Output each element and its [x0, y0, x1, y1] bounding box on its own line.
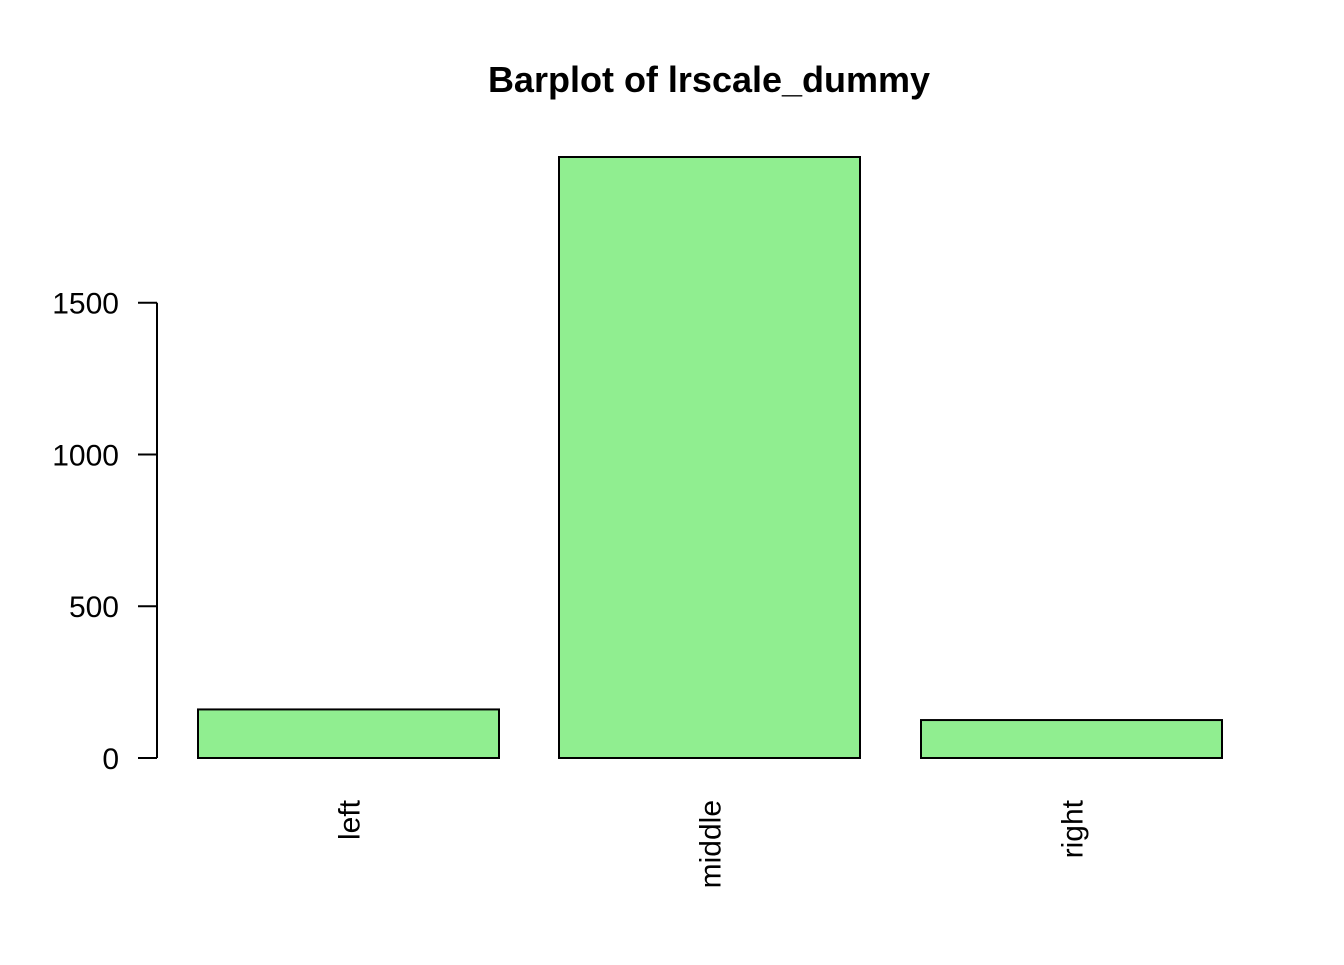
y-tick-label: 500 [69, 591, 119, 624]
bar-right [920, 719, 1223, 760]
y-tick-label: 0 [102, 743, 119, 776]
x-tick-labels: left middle right [334, 799, 1090, 888]
y-tick-label: 1500 [52, 288, 119, 321]
x-tick-label-right: right [1057, 799, 1090, 858]
bar-middle [558, 156, 861, 759]
bars-group [197, 156, 1223, 760]
y-tick-label: 1000 [52, 439, 119, 472]
y-axis: 0 500 1000 1500 [52, 288, 158, 776]
bar-left [197, 708, 500, 759]
chart-title: Barplot of lrscale_dummy [488, 59, 930, 100]
x-tick-label-middle: middle [695, 800, 728, 888]
x-tick-label-left: left [334, 799, 367, 840]
